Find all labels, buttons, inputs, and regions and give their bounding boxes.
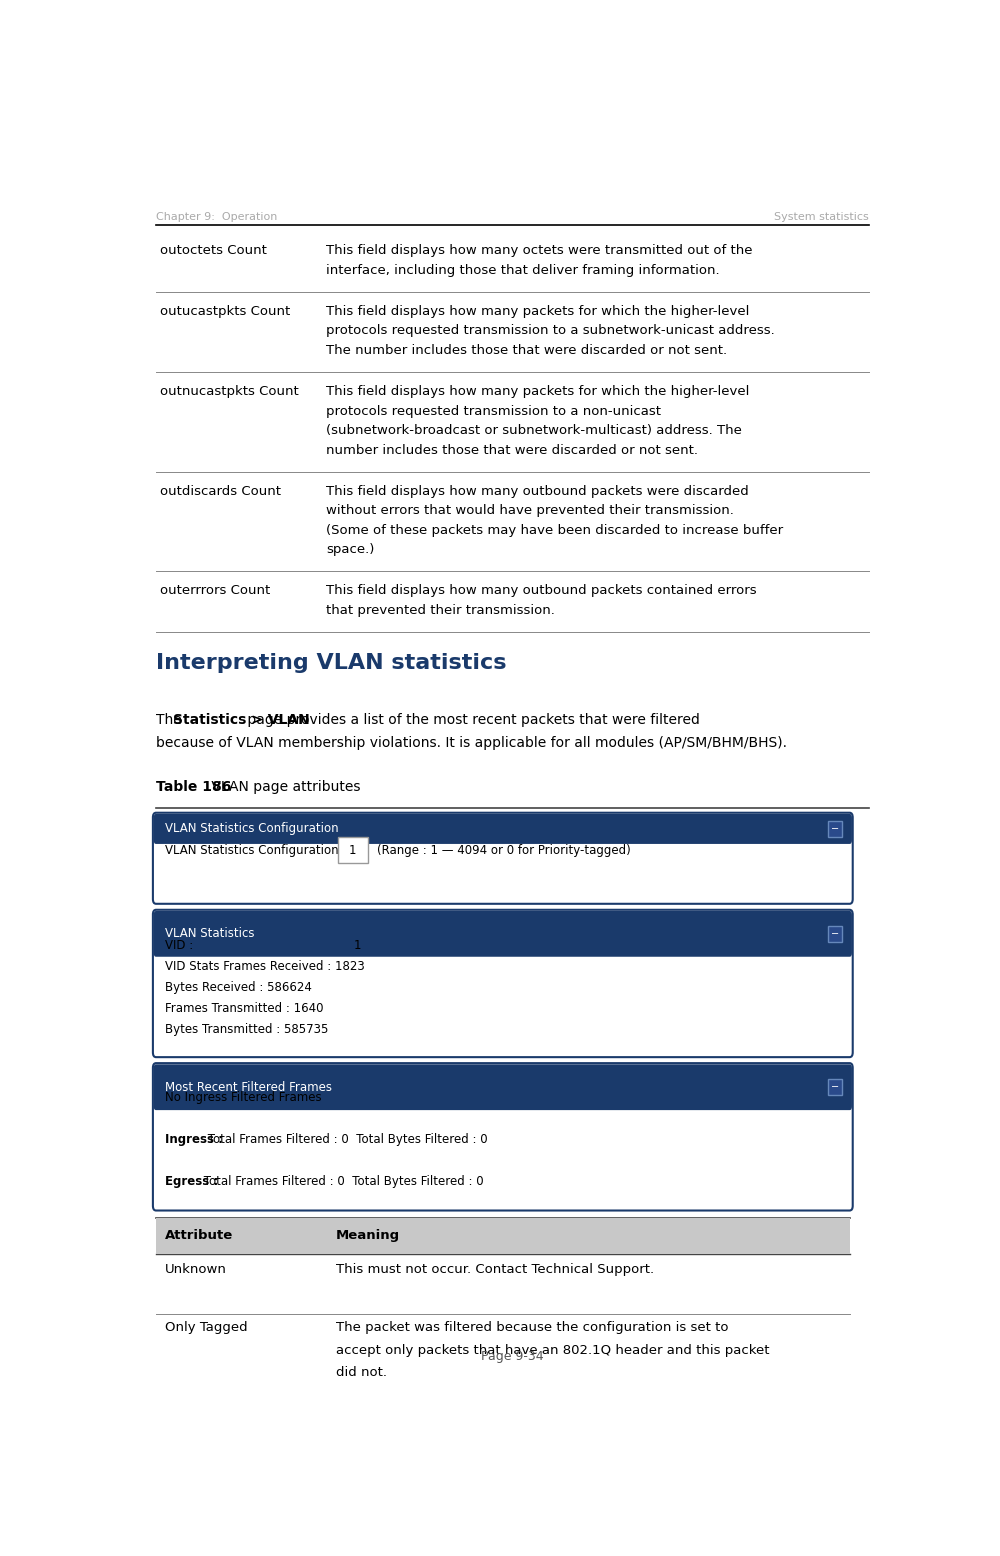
Bar <box>156 1218 850 1254</box>
Text: VLAN page attributes: VLAN page attributes <box>207 781 360 795</box>
Text: outdiscards Count: outdiscards Count <box>160 484 281 498</box>
Text: −: − <box>831 1083 839 1092</box>
FancyBboxPatch shape <box>154 1064 852 1109</box>
Text: outucastpkts Count: outucastpkts Count <box>160 305 290 317</box>
Text: Total Frames Filtered : 0  Total Bytes Filtered : 0: Total Frames Filtered : 0 Total Bytes Fi… <box>204 1133 488 1147</box>
Text: VLAN Statistics Configuration: VLAN Statistics Configuration <box>165 823 339 836</box>
Text: outerrrors Count: outerrrors Count <box>160 585 270 598</box>
Text: protocols requested transmission to a subnetwork-unicast address.: protocols requested transmission to a su… <box>326 324 775 338</box>
Bar <box>828 822 842 837</box>
Text: space.): space.) <box>326 543 375 557</box>
Text: Total Frames Filtered : 0  Total Bytes Filtered : 0: Total Frames Filtered : 0 Total Bytes Fi… <box>200 1175 484 1189</box>
Text: Attribute: Attribute <box>165 1229 234 1242</box>
Text: because of VLAN membership violations. It is applicable for all modules (AP/SM/B: because of VLAN membership violations. I… <box>156 736 787 750</box>
Text: −: − <box>831 825 839 834</box>
FancyBboxPatch shape <box>154 910 852 957</box>
Text: Page 9-34: Page 9-34 <box>481 1351 544 1363</box>
Text: interface, including those that deliver framing information.: interface, including those that deliver … <box>326 265 720 277</box>
Bar <box>828 926 842 941</box>
Text: VID Stats Frames Received : 1823: VID Stats Frames Received : 1823 <box>165 960 365 974</box>
Text: accept only packets that have an 802.1Q header and this packet: accept only packets that have an 802.1Q … <box>336 1343 769 1357</box>
Text: Interpreting VLAN statistics: Interpreting VLAN statistics <box>156 654 507 674</box>
Text: The packet was filtered because the configuration is set to: The packet was filtered because the conf… <box>336 1321 728 1333</box>
Text: Unknown: Unknown <box>165 1263 227 1276</box>
Text: Most Recent Filtered Frames: Most Recent Filtered Frames <box>165 1081 332 1094</box>
Text: page provides a list of the most recent packets that were filtered: page provides a list of the most recent … <box>243 713 700 727</box>
Text: Frames Transmitted : 1640: Frames Transmitted : 1640 <box>165 1002 324 1015</box>
Text: Egress :: Egress : <box>165 1175 219 1189</box>
Text: Bytes Transmitted : 585735: Bytes Transmitted : 585735 <box>165 1024 329 1036</box>
Text: 1: 1 <box>354 940 361 952</box>
Text: Meaning: Meaning <box>336 1229 400 1242</box>
Text: without errors that would have prevented their transmission.: without errors that would have prevented… <box>326 504 734 517</box>
Text: −: − <box>831 929 839 938</box>
Text: (Range : 1 — 4094 or 0 for Priority-tagged): (Range : 1 — 4094 or 0 for Priority-tagg… <box>377 843 631 857</box>
FancyBboxPatch shape <box>153 812 853 904</box>
Text: This must not occur. Contact Technical Support.: This must not occur. Contact Technical S… <box>336 1263 654 1276</box>
Text: This field displays how many outbound packets were discarded: This field displays how many outbound pa… <box>326 484 749 498</box>
Text: System statistics: System statistics <box>774 212 869 223</box>
Bar <box>828 1080 842 1095</box>
Text: No Ingress Filtered Frames: No Ingress Filtered Frames <box>165 1091 322 1105</box>
Text: This field displays how many octets were transmitted out of the: This field displays how many octets were… <box>326 244 753 257</box>
Text: This field displays how many packets for which the higher-level: This field displays how many packets for… <box>326 384 750 398</box>
Text: protocols requested transmission to a non-unicast: protocols requested transmission to a no… <box>326 405 662 417</box>
Text: VID :: VID : <box>165 940 194 952</box>
Text: number includes those that were discarded or not sent.: number includes those that were discarde… <box>326 443 698 456</box>
Bar <box>338 837 368 864</box>
Text: VLAN Statistics: VLAN Statistics <box>165 927 255 940</box>
Text: Only Tagged: Only Tagged <box>165 1321 248 1333</box>
FancyBboxPatch shape <box>153 1063 853 1211</box>
Text: did not.: did not. <box>336 1366 387 1379</box>
Text: (subnetwork-broadcast or subnetwork-multicast) address. The: (subnetwork-broadcast or subnetwork-mult… <box>326 425 742 437</box>
Text: Chapter 9:  Operation: Chapter 9: Operation <box>156 212 277 223</box>
Text: 1: 1 <box>349 843 357 857</box>
Text: Table 186: Table 186 <box>156 781 231 795</box>
Text: that prevented their transmission.: that prevented their transmission. <box>326 604 555 616</box>
Text: outnucastpkts Count: outnucastpkts Count <box>160 384 299 398</box>
FancyBboxPatch shape <box>154 814 852 843</box>
Text: Ingress :: Ingress : <box>165 1133 223 1147</box>
Text: Statistics > VLAN: Statistics > VLAN <box>173 713 309 727</box>
Text: This field displays how many outbound packets contained errors: This field displays how many outbound pa… <box>326 585 757 598</box>
Text: The number includes those that were discarded or not sent.: The number includes those that were disc… <box>326 344 728 356</box>
Text: This field displays how many packets for which the higher-level: This field displays how many packets for… <box>326 305 750 317</box>
Text: VLAN Statistics Configuration :: VLAN Statistics Configuration : <box>165 843 347 857</box>
Text: outoctets Count: outoctets Count <box>160 244 267 257</box>
FancyBboxPatch shape <box>153 910 853 1057</box>
Text: The: The <box>156 713 186 727</box>
Text: (Some of these packets may have been discarded to increase buffer: (Some of these packets may have been dis… <box>326 524 784 537</box>
Text: Bytes Received : 586624: Bytes Received : 586624 <box>165 982 312 994</box>
